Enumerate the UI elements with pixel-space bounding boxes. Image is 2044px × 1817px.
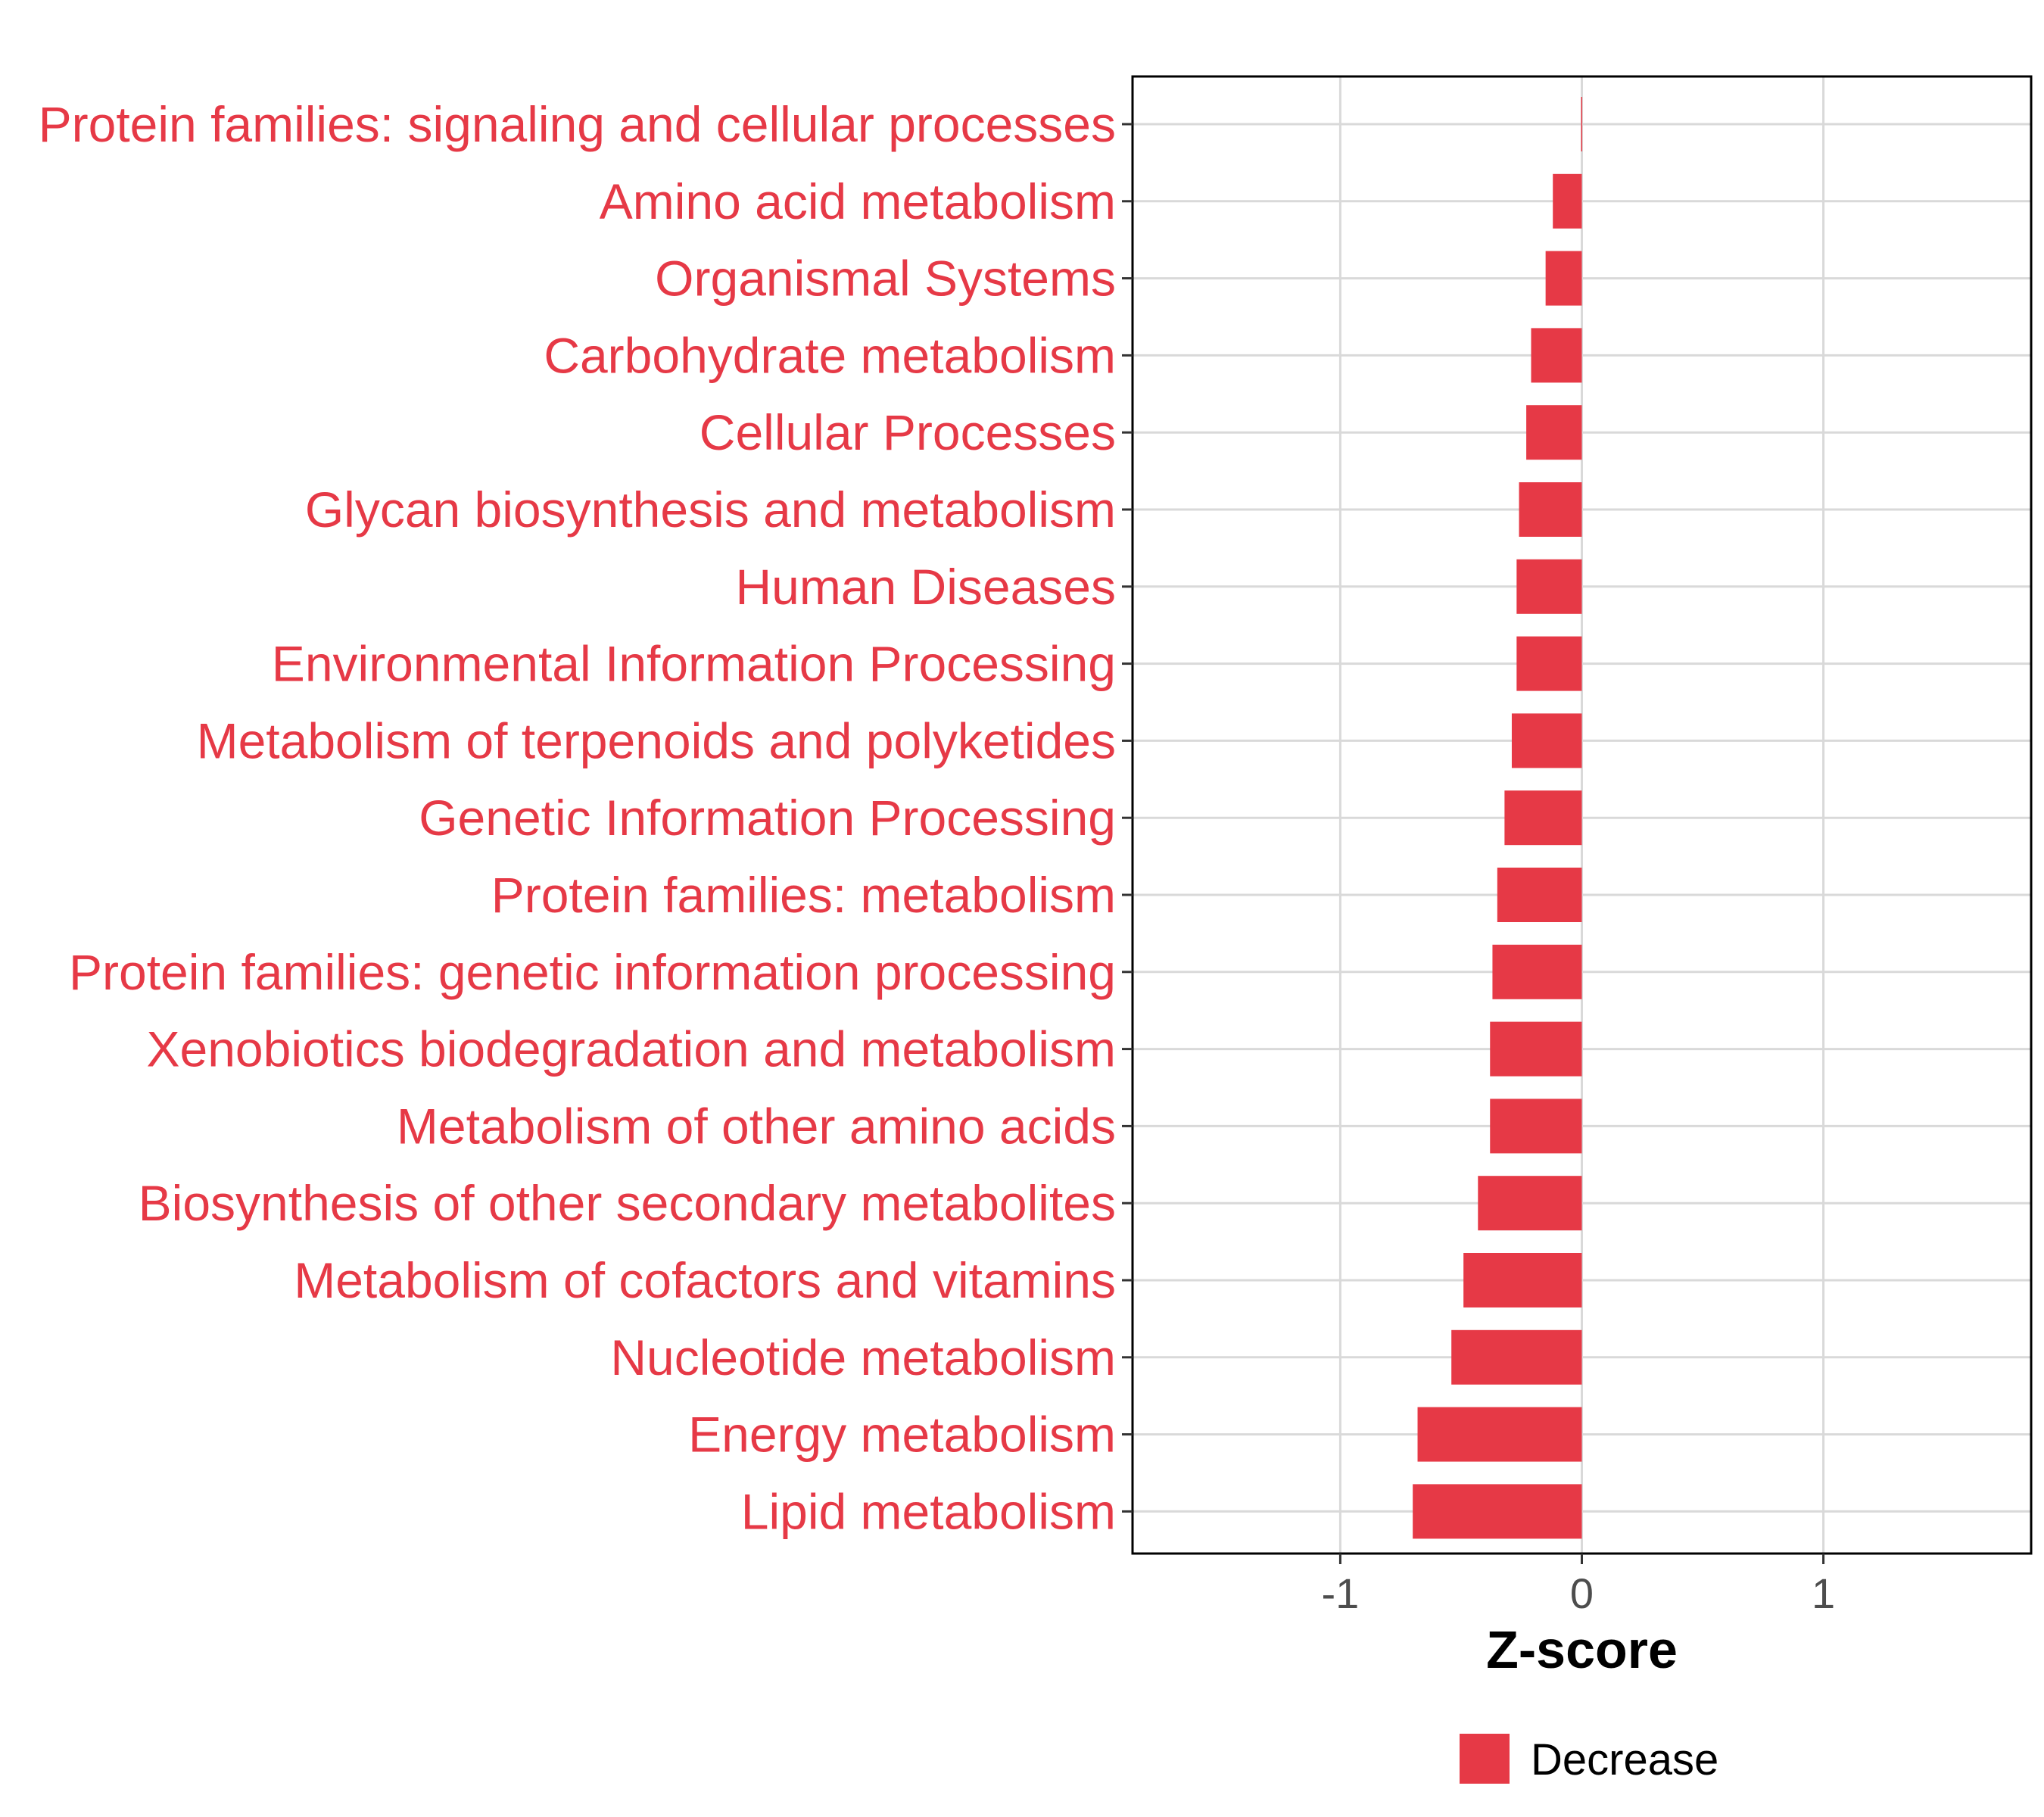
y-tick-label-9: Genetic Information Processing — [419, 790, 1116, 846]
y-axis: Protein families: signaling and cellular… — [39, 96, 1133, 1539]
y-tick-label-3: Carbohydrate metabolism — [544, 327, 1116, 383]
bar-5 — [1519, 482, 1582, 537]
y-tick-label-11: Protein families: genetic information pr… — [69, 944, 1116, 1000]
legend-key-decrease — [1460, 1734, 1510, 1784]
x-tick-label-1: 0 — [1570, 1569, 1594, 1617]
bar-15 — [1463, 1253, 1582, 1307]
y-tick-label-12: Xenobiotics biodegradation and metabolis… — [147, 1021, 1117, 1077]
y-tick-label-7: Environmental Information Processing — [272, 636, 1116, 692]
bar-13 — [1490, 1099, 1582, 1154]
y-tick-label-4: Cellular Processes — [700, 404, 1116, 460]
y-tick-label-5: Glycan biosynthesis and metabolism — [305, 482, 1116, 538]
y-tick-label-1: Amino acid metabolism — [600, 173, 1116, 229]
y-tick-label-17: Energy metabolism — [688, 1407, 1116, 1463]
bar-9 — [1504, 790, 1582, 846]
bar-3 — [1531, 328, 1582, 383]
bar-0 — [1581, 97, 1583, 151]
legend-label-decrease: Decrease — [1531, 1735, 1718, 1784]
bar-10 — [1497, 868, 1582, 922]
bar-2 — [1545, 251, 1582, 306]
x-axis-title: Z-score — [1486, 1620, 1678, 1679]
bar-11 — [1492, 944, 1582, 999]
bar-17 — [1417, 1407, 1582, 1462]
bar-7 — [1516, 636, 1582, 691]
y-tick-label-0: Protein families: signaling and cellular… — [39, 96, 1116, 152]
bar-6 — [1516, 559, 1582, 614]
x-axis: -1 0 1 — [1322, 1554, 1835, 1617]
bar-8 — [1511, 713, 1582, 768]
legend: Decrease — [1460, 1734, 1718, 1784]
bar-12 — [1490, 1021, 1582, 1077]
bar-16 — [1451, 1329, 1582, 1385]
y-tick-label-2: Organismal Systems — [655, 251, 1116, 307]
bar-1 — [1553, 173, 1582, 229]
x-tick-label-0: -1 — [1322, 1569, 1360, 1617]
bar-layer — [1413, 97, 1583, 1539]
bar-18 — [1413, 1484, 1582, 1539]
y-tick-label-16: Nucleotide metabolism — [610, 1329, 1116, 1385]
y-tick-label-18: Lipid metabolism — [741, 1483, 1116, 1539]
y-tick-label-13: Metabolism of other amino acids — [397, 1098, 1116, 1154]
y-tick-label-15: Metabolism of cofactors and vitamins — [294, 1252, 1116, 1308]
bar-14 — [1478, 1176, 1582, 1231]
bar-4 — [1526, 405, 1582, 460]
x-tick-label-2: 1 — [1812, 1569, 1835, 1617]
y-tick-label-14: Biosynthesis of other secondary metaboli… — [139, 1175, 1116, 1231]
y-tick-label-6: Human Diseases — [735, 559, 1116, 615]
y-tick-label-8: Metabolism of terpenoids and polyketides — [197, 712, 1116, 768]
y-tick-label-10: Protein families: metabolism — [491, 867, 1116, 923]
